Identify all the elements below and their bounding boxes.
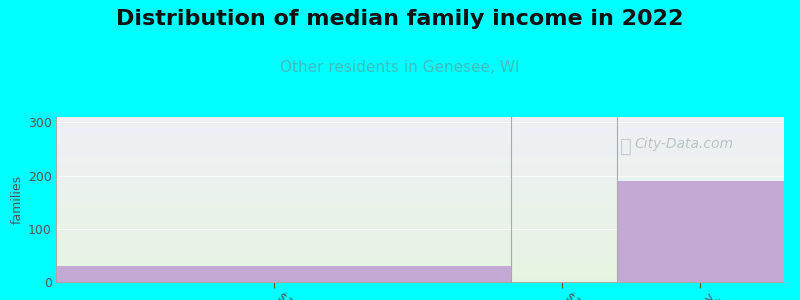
Bar: [617, 181, 784, 282]
Y-axis label: families: families: [10, 175, 24, 224]
Bar: [56, 266, 511, 282]
Text: Distribution of median family income in 2022: Distribution of median family income in …: [116, 9, 684, 29]
Text: ⓘ: ⓘ: [620, 137, 632, 156]
Text: Other residents in Genesee, WI: Other residents in Genesee, WI: [280, 60, 520, 75]
Text: City-Data.com: City-Data.com: [634, 137, 733, 151]
